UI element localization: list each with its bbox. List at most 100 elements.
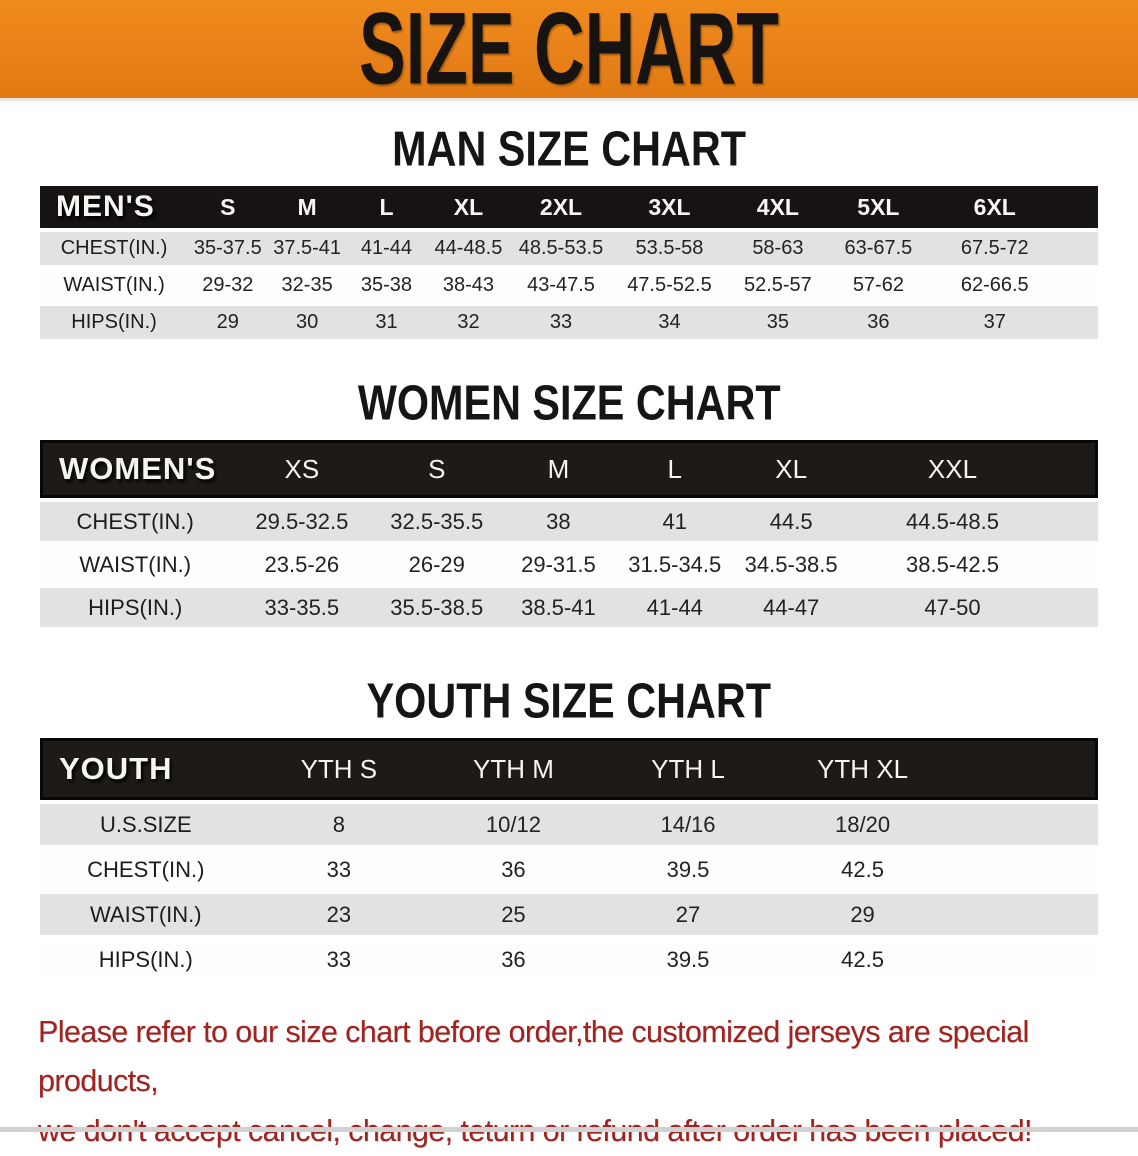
men-chest-value: 35-37.5	[188, 232, 268, 265]
women-chest-value: 44.5-48.5	[849, 502, 1056, 541]
men-col-header-2xl: 2XL	[510, 186, 612, 228]
banner-title: SIZE CHART	[359, 0, 779, 107]
youth-waist-value: 23	[251, 894, 427, 935]
youth-chest-row-label: CHEST(IN.)	[40, 849, 252, 890]
youth-corner-label: YOUTH	[40, 738, 252, 800]
men-hips-value: 31	[346, 306, 427, 339]
women-col-header-m: M	[500, 440, 617, 498]
women-col-header-s: S	[373, 440, 501, 498]
men-section-heading: MAN SIZE CHART	[0, 120, 1138, 177]
men-hips-value: 35	[727, 306, 829, 339]
youth-hips-row: HIPS(IN.) 33 36 39.5 42.5	[40, 939, 1098, 980]
youth-ussize-row: U.S.SIZE 8 10/12 14/16 18/20	[40, 804, 1098, 845]
men-hips-row: HIPS(IN.) 29 30 31 32 33 34 35 36 37	[40, 306, 1098, 339]
women-col-header-xs: XS	[230, 440, 374, 498]
youth-col-header-xl: YTH XL	[775, 738, 950, 800]
women-chest-value: 29.5-32.5	[230, 502, 374, 541]
men-col-header-m: M	[267, 186, 347, 228]
women-hips-value: 33-35.5	[230, 588, 374, 627]
men-hips-value: 37	[928, 306, 1061, 339]
men-hips-value: 33	[510, 306, 612, 339]
youth-size-table: YOUTH YTH S YTH M YTH L YTH XL U.S.SIZE …	[40, 734, 1098, 984]
men-col-header-s: S	[188, 186, 268, 228]
men-hips-row-label: HIPS(IN.)	[40, 306, 189, 339]
youth-hips-value: 33	[251, 939, 427, 980]
women-header-spacer-cell	[1055, 440, 1098, 498]
men-chest-value: 63-67.5	[828, 232, 929, 265]
men-row-spacer-cell	[1060, 306, 1098, 339]
size-chart-banner: SIZE CHART	[0, 0, 1138, 101]
youth-header-row: YOUTH YTH S YTH M YTH L YTH XL	[40, 738, 1098, 800]
youth-chest-value: 42.5	[775, 849, 950, 890]
men-waist-value: 35-38	[346, 269, 427, 302]
youth-col-header-l: YTH L	[600, 738, 776, 800]
women-row-spacer-cell	[1055, 545, 1098, 584]
men-chest-value: 58-63	[727, 232, 829, 265]
men-chest-value: 44-48.5	[426, 232, 511, 265]
men-waist-value: 43-47.5	[510, 269, 612, 302]
youth-col-header-s: YTH S	[251, 738, 427, 800]
women-header-row: WOMEN'S XS S M L XL XXL	[40, 440, 1098, 498]
men-hips-value: 36	[828, 306, 929, 339]
women-waist-value: 34.5-38.5	[732, 545, 850, 584]
youth-ussize-value: 14/16	[600, 804, 776, 845]
women-section-heading-text: WOMEN SIZE CHART	[357, 374, 781, 431]
women-waist-value: 38.5-42.5	[849, 545, 1056, 584]
youth-hips-value: 36	[426, 939, 601, 980]
youth-row-spacer-cell	[949, 804, 1098, 845]
men-hips-value: 34	[611, 306, 728, 339]
youth-chest-value: 33	[251, 849, 427, 890]
women-chest-value: 44.5	[732, 502, 850, 541]
youth-waist-row-label: WAIST(IN.)	[40, 894, 252, 935]
youth-col-header-m: YTH M	[426, 738, 601, 800]
youth-ussize-value: 10/12	[426, 804, 601, 845]
disclaimer-text: Please refer to our size chart before or…	[38, 1008, 1100, 1156]
women-chest-value: 41	[616, 502, 733, 541]
men-hips-value: 32	[426, 306, 511, 339]
women-size-table: WOMEN'S XS S M L XL XXL CHEST(IN.) 29.5-…	[40, 436, 1098, 631]
women-chest-row-label: CHEST(IN.)	[40, 502, 231, 541]
youth-chest-row: CHEST(IN.) 33 36 39.5 42.5	[40, 849, 1098, 890]
youth-section-heading: YOUTH SIZE CHART	[0, 672, 1138, 729]
women-corner-label: WOMEN'S	[40, 440, 231, 498]
women-row-spacer-cell	[1055, 588, 1098, 627]
men-waist-value: 52.5-57	[727, 269, 829, 302]
men-waist-value: 62-66.5	[928, 269, 1061, 302]
men-waist-value: 32-35	[267, 269, 347, 302]
youth-section-heading-text: YOUTH SIZE CHART	[366, 672, 772, 729]
women-waist-value: 23.5-26	[230, 545, 374, 584]
women-row-spacer-cell	[1055, 502, 1098, 541]
women-waist-row-label: WAIST(IN.)	[40, 545, 231, 584]
men-hips-value: 30	[267, 306, 347, 339]
men-section-heading-text: MAN SIZE CHART	[392, 120, 746, 177]
men-chest-value: 41-44	[346, 232, 427, 265]
women-waist-value: 29-31.5	[500, 545, 617, 584]
women-col-header-xl: XL	[732, 440, 850, 498]
youth-waist-row: WAIST(IN.) 23 25 27 29	[40, 894, 1098, 935]
men-chest-value: 48.5-53.5	[510, 232, 612, 265]
women-hips-value: 44-47	[732, 588, 850, 627]
youth-row-spacer-cell	[949, 849, 1098, 890]
men-col-header-5xl: 5XL	[828, 186, 929, 228]
women-col-header-l: L	[616, 440, 733, 498]
women-hips-row-label: HIPS(IN.)	[40, 588, 231, 627]
men-waist-value: 29-32	[188, 269, 268, 302]
men-chest-value: 67.5-72	[928, 232, 1061, 265]
women-chest-row: CHEST(IN.) 29.5-32.5 32.5-35.5 38 41 44.…	[40, 502, 1098, 541]
women-hips-value: 41-44	[616, 588, 733, 627]
youth-row-spacer-cell	[949, 894, 1098, 935]
youth-hips-row-label: HIPS(IN.)	[40, 939, 252, 980]
men-chest-row-label: CHEST(IN.)	[40, 232, 189, 265]
youth-row-spacer-cell	[949, 939, 1098, 980]
men-header-spacer-cell	[1060, 186, 1098, 228]
women-hips-row: HIPS(IN.) 33-35.5 35.5-38.5 38.5-41 41-4…	[40, 588, 1098, 627]
men-waist-value: 57-62	[828, 269, 929, 302]
youth-ussize-value: 18/20	[775, 804, 950, 845]
men-col-header-l: L	[346, 186, 427, 228]
youth-waist-value: 27	[600, 894, 776, 935]
men-size-table: MEN'S S M L XL 2XL 3XL 4XL 5XL 6XL CHEST…	[40, 182, 1098, 343]
men-waist-value: 47.5-52.5	[611, 269, 728, 302]
men-col-header-6xl: 6XL	[928, 186, 1061, 228]
disclaimer-line-1: Please refer to our size chart before or…	[38, 1015, 1029, 1099]
women-section-heading: WOMEN SIZE CHART	[0, 374, 1138, 431]
